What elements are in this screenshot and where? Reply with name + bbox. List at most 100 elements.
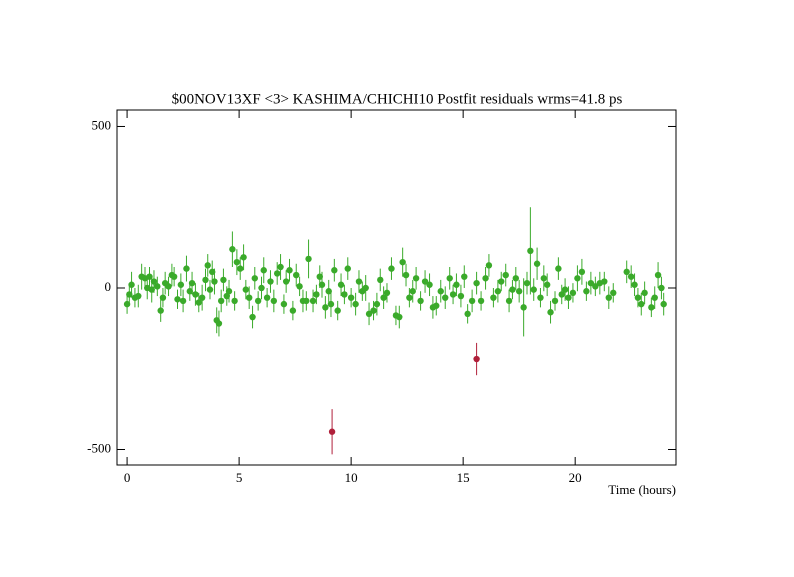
data-point: [502, 271, 509, 279]
data-point: [289, 307, 297, 314]
data-point: [204, 262, 211, 269]
x-tick-label: 0: [124, 470, 131, 485]
data-point: [634, 294, 642, 301]
data-point: [473, 279, 480, 287]
data-point: [198, 294, 206, 301]
data-point: [601, 278, 608, 285]
data-point: [341, 291, 348, 298]
data-point: [543, 281, 551, 288]
data-point: [123, 300, 131, 308]
data-point: [396, 313, 403, 321]
data-point: [592, 283, 599, 290]
data-point: [515, 288, 523, 295]
data-point: [648, 304, 655, 311]
data-point: [605, 294, 612, 301]
data-point: [485, 262, 493, 269]
data-point: [421, 278, 429, 285]
data-point: [380, 294, 387, 301]
data-point: [437, 288, 444, 295]
data-point: [477, 297, 485, 305]
data-point: [574, 275, 581, 282]
data-point: [547, 309, 554, 316]
data-point: [328, 428, 336, 435]
data-point: [383, 289, 391, 297]
data-point: [331, 267, 338, 274]
data-point: [355, 278, 363, 285]
data-point: [578, 268, 586, 276]
data-point: [412, 275, 420, 282]
data-point: [170, 273, 178, 280]
data-point: [638, 300, 645, 308]
data-point: [505, 297, 513, 305]
data-point: [154, 283, 161, 290]
data-point: [150, 278, 158, 285]
data-point: [183, 265, 190, 272]
data-point: [277, 263, 284, 271]
data-point: [206, 286, 214, 293]
data-point: [254, 297, 262, 305]
data-point: [352, 300, 359, 308]
data-point: [362, 284, 369, 292]
data-point: [231, 297, 238, 305]
data-point: [512, 275, 520, 282]
data-point: [128, 281, 135, 288]
data-point: [442, 294, 449, 301]
data-point: [558, 291, 565, 298]
data-point: [610, 289, 617, 297]
data-point: [273, 270, 281, 277]
data-point: [282, 278, 290, 285]
data-point: [334, 307, 341, 314]
data-point: [223, 292, 230, 300]
data-point: [540, 275, 548, 282]
data-point: [174, 296, 181, 303]
data-point: [126, 291, 133, 298]
data-point: [523, 279, 531, 287]
data-point: [658, 284, 665, 292]
data-point: [527, 247, 534, 255]
data-point: [494, 288, 502, 295]
data-point: [280, 300, 288, 308]
data-point: [569, 289, 577, 297]
data-point: [399, 258, 406, 266]
data-point: [409, 288, 416, 295]
x-tick-label: 10: [345, 470, 358, 485]
data-point: [337, 281, 345, 288]
data-point: [217, 297, 225, 305]
data-point: [426, 281, 433, 288]
data-point: [627, 273, 635, 280]
data-point: [322, 304, 329, 311]
data-point: [258, 284, 265, 292]
data-point: [509, 286, 516, 293]
data-point: [461, 273, 468, 280]
data-point: [242, 286, 250, 293]
data-point: [561, 286, 569, 293]
data-point: [245, 294, 253, 301]
data-point: [159, 294, 167, 301]
data-point: [316, 273, 323, 280]
data-point: [186, 288, 194, 295]
data-point: [305, 255, 312, 263]
y-tick-label: -500: [87, 440, 111, 455]
data-point: [177, 281, 185, 288]
data-point: [482, 275, 489, 282]
data-point: [498, 278, 505, 285]
data-point: [309, 297, 317, 305]
data-point: [587, 279, 595, 287]
data-point: [225, 288, 233, 295]
data-point: [373, 300, 381, 308]
data-point: [192, 291, 199, 298]
x-tick-label: 15: [457, 470, 470, 485]
data-point: [388, 265, 395, 272]
data-point: [365, 310, 373, 318]
data-point: [179, 297, 187, 305]
data-point: [293, 271, 300, 279]
data-point: [313, 291, 320, 298]
chart-title: $00NOV13XF <3> KASHIMA/CHICHI10 Postfit …: [172, 91, 623, 107]
data-point: [240, 254, 247, 261]
data-point: [146, 273, 153, 280]
y-tick-label: 500: [92, 117, 112, 132]
data-point: [165, 283, 172, 290]
x-tick-label: 5: [236, 470, 243, 485]
